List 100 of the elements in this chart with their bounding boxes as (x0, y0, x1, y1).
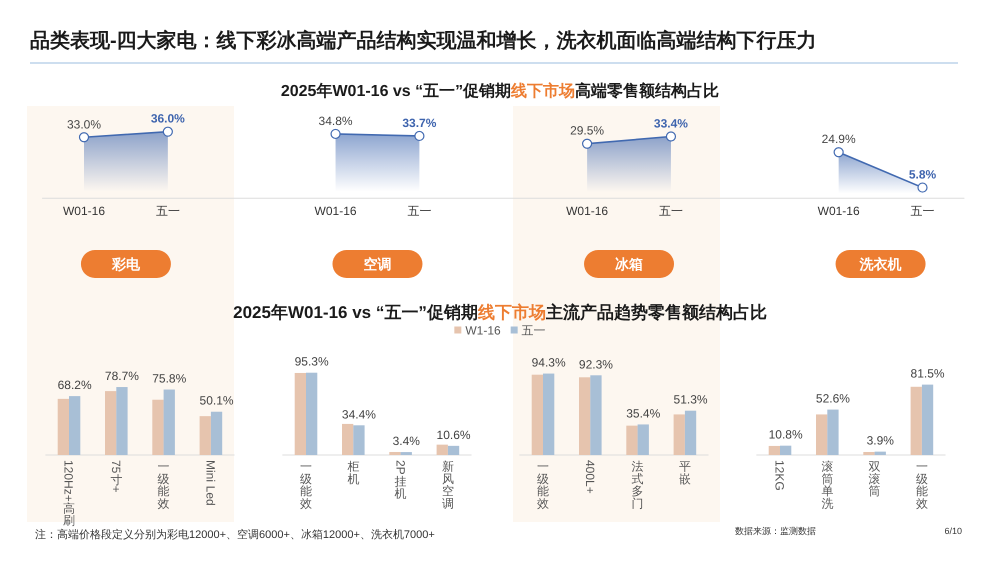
point (666, 131, 676, 142)
data-label: 36.0% (150, 112, 186, 126)
text: 高端零售额结构占比 (575, 81, 720, 100)
text: 空调 (363, 256, 392, 272)
bar (684, 410, 696, 455)
bar (532, 374, 543, 455)
x-tick-label: 75寸+ (108, 460, 123, 493)
data-label: 34.4% (342, 407, 376, 422)
bar (152, 400, 164, 455)
data-label: 3.4% (392, 434, 420, 448)
bar (816, 414, 828, 455)
data-label: 34.8% (318, 114, 353, 128)
text: 线下市场 (476, 303, 546, 322)
bar (353, 425, 365, 455)
data-label: 52.6% (816, 392, 850, 406)
bar (164, 390, 175, 455)
data-label: 24.9% (822, 132, 856, 146)
x-tick-label: 五一 (658, 204, 683, 218)
bar (874, 452, 886, 455)
legend-label: 五一 (522, 324, 546, 338)
bar (116, 387, 128, 455)
point (582, 138, 592, 149)
data-label: 75.8% (152, 372, 187, 386)
data-label: 92.3% (578, 357, 614, 372)
bar (58, 398, 69, 455)
data-label: 5.8% (908, 168, 936, 182)
data-label: 33.4% (654, 116, 688, 131)
data-label: 95.3% (294, 354, 329, 369)
data-label: 29.5% (570, 124, 604, 138)
bar (579, 377, 590, 455)
x-tick-label: 一级能效 (158, 460, 170, 510)
point (330, 128, 341, 140)
bar (590, 375, 602, 455)
data-label: 10.8% (768, 428, 803, 442)
text: 主流产品趋势零售额结构占比 (544, 303, 767, 322)
x-tick-label: W01-16 (62, 204, 106, 218)
data-label: 68.2% (58, 378, 92, 392)
point (78, 132, 90, 142)
x-tick-label: W01-16 (818, 204, 860, 218)
point (834, 147, 844, 158)
x-tick-label: 五一 (910, 204, 934, 218)
text: 冰箱 (615, 256, 644, 272)
x-tick-label: 柜机 (346, 460, 360, 486)
bar (448, 446, 460, 455)
x-tick-label: W01-16 (314, 204, 357, 218)
x-tick-label: 一级能效 (916, 460, 928, 510)
data-label: 81.5% (910, 366, 945, 381)
data-label: 78.7% (104, 369, 140, 384)
x-tick-label: 法式多门 (632, 460, 644, 510)
data-label: 94.3% (532, 356, 566, 370)
bar (210, 412, 222, 455)
bar (436, 444, 448, 455)
legend-label: W1-16 (465, 324, 501, 338)
bar (674, 414, 685, 455)
bar (543, 374, 554, 455)
bar (306, 372, 318, 455)
x-tick-label: 2P挂机 (393, 460, 408, 501)
x-tick-label: 新风空调 (442, 460, 454, 510)
text: 线下市场 (510, 82, 576, 100)
bar (400, 452, 412, 455)
text: 2025年W01-16 vs “五一”促销期 (233, 303, 478, 322)
bar (69, 396, 80, 455)
bar (342, 424, 354, 455)
source-note: 数据来源：监测数据 (735, 526, 816, 536)
data-label: 35.4% (626, 406, 661, 420)
x-tick-label: 滚筒单洗 (821, 460, 834, 510)
point (917, 182, 928, 193)
bar (626, 426, 638, 455)
x-tick-label: 双滚筒 (868, 460, 881, 498)
text: 注：高端价格段定义分别为彩电12000+、空调6000+、冰箱12000+、洗衣机7000+ (35, 528, 435, 541)
bar (780, 446, 792, 455)
bar (827, 410, 839, 455)
x-tick-label: 五一 (407, 204, 432, 218)
bar (768, 446, 780, 455)
data-label: 33.0% (66, 117, 102, 132)
text: 6/10 (944, 526, 962, 536)
data-label: 50.1% (200, 394, 234, 408)
text: 彩电 (110, 256, 141, 272)
point (414, 130, 424, 142)
x-tick-label: W01-16 (566, 204, 608, 218)
bar (638, 424, 649, 455)
bar (910, 386, 922, 455)
text: 洗衣机 (858, 256, 902, 272)
data-label: 33.7% (402, 116, 437, 130)
x-tick-label: 一级能效 (300, 460, 312, 510)
bar (922, 384, 934, 455)
data-label: 10.6% (436, 428, 471, 442)
bar (863, 452, 875, 455)
data-label: 51.3% (674, 392, 708, 407)
x-tick-label: 平嵌 (678, 460, 691, 486)
bar (389, 452, 401, 455)
x-tick-label: 五一 (156, 204, 180, 218)
bar (294, 372, 306, 455)
text: 2025年W01-16 vs “五一”促销期 (280, 82, 512, 100)
bar (200, 416, 211, 455)
point (162, 126, 173, 137)
text: 品类表现-四大家电：线下彩冰高端产品结构实现温和增长，洗衣机面临高端结构下行压力 (30, 29, 817, 52)
data-label: 3.9% (866, 434, 894, 448)
bar (105, 391, 116, 455)
x-tick-label: 一级能效 (537, 460, 549, 510)
